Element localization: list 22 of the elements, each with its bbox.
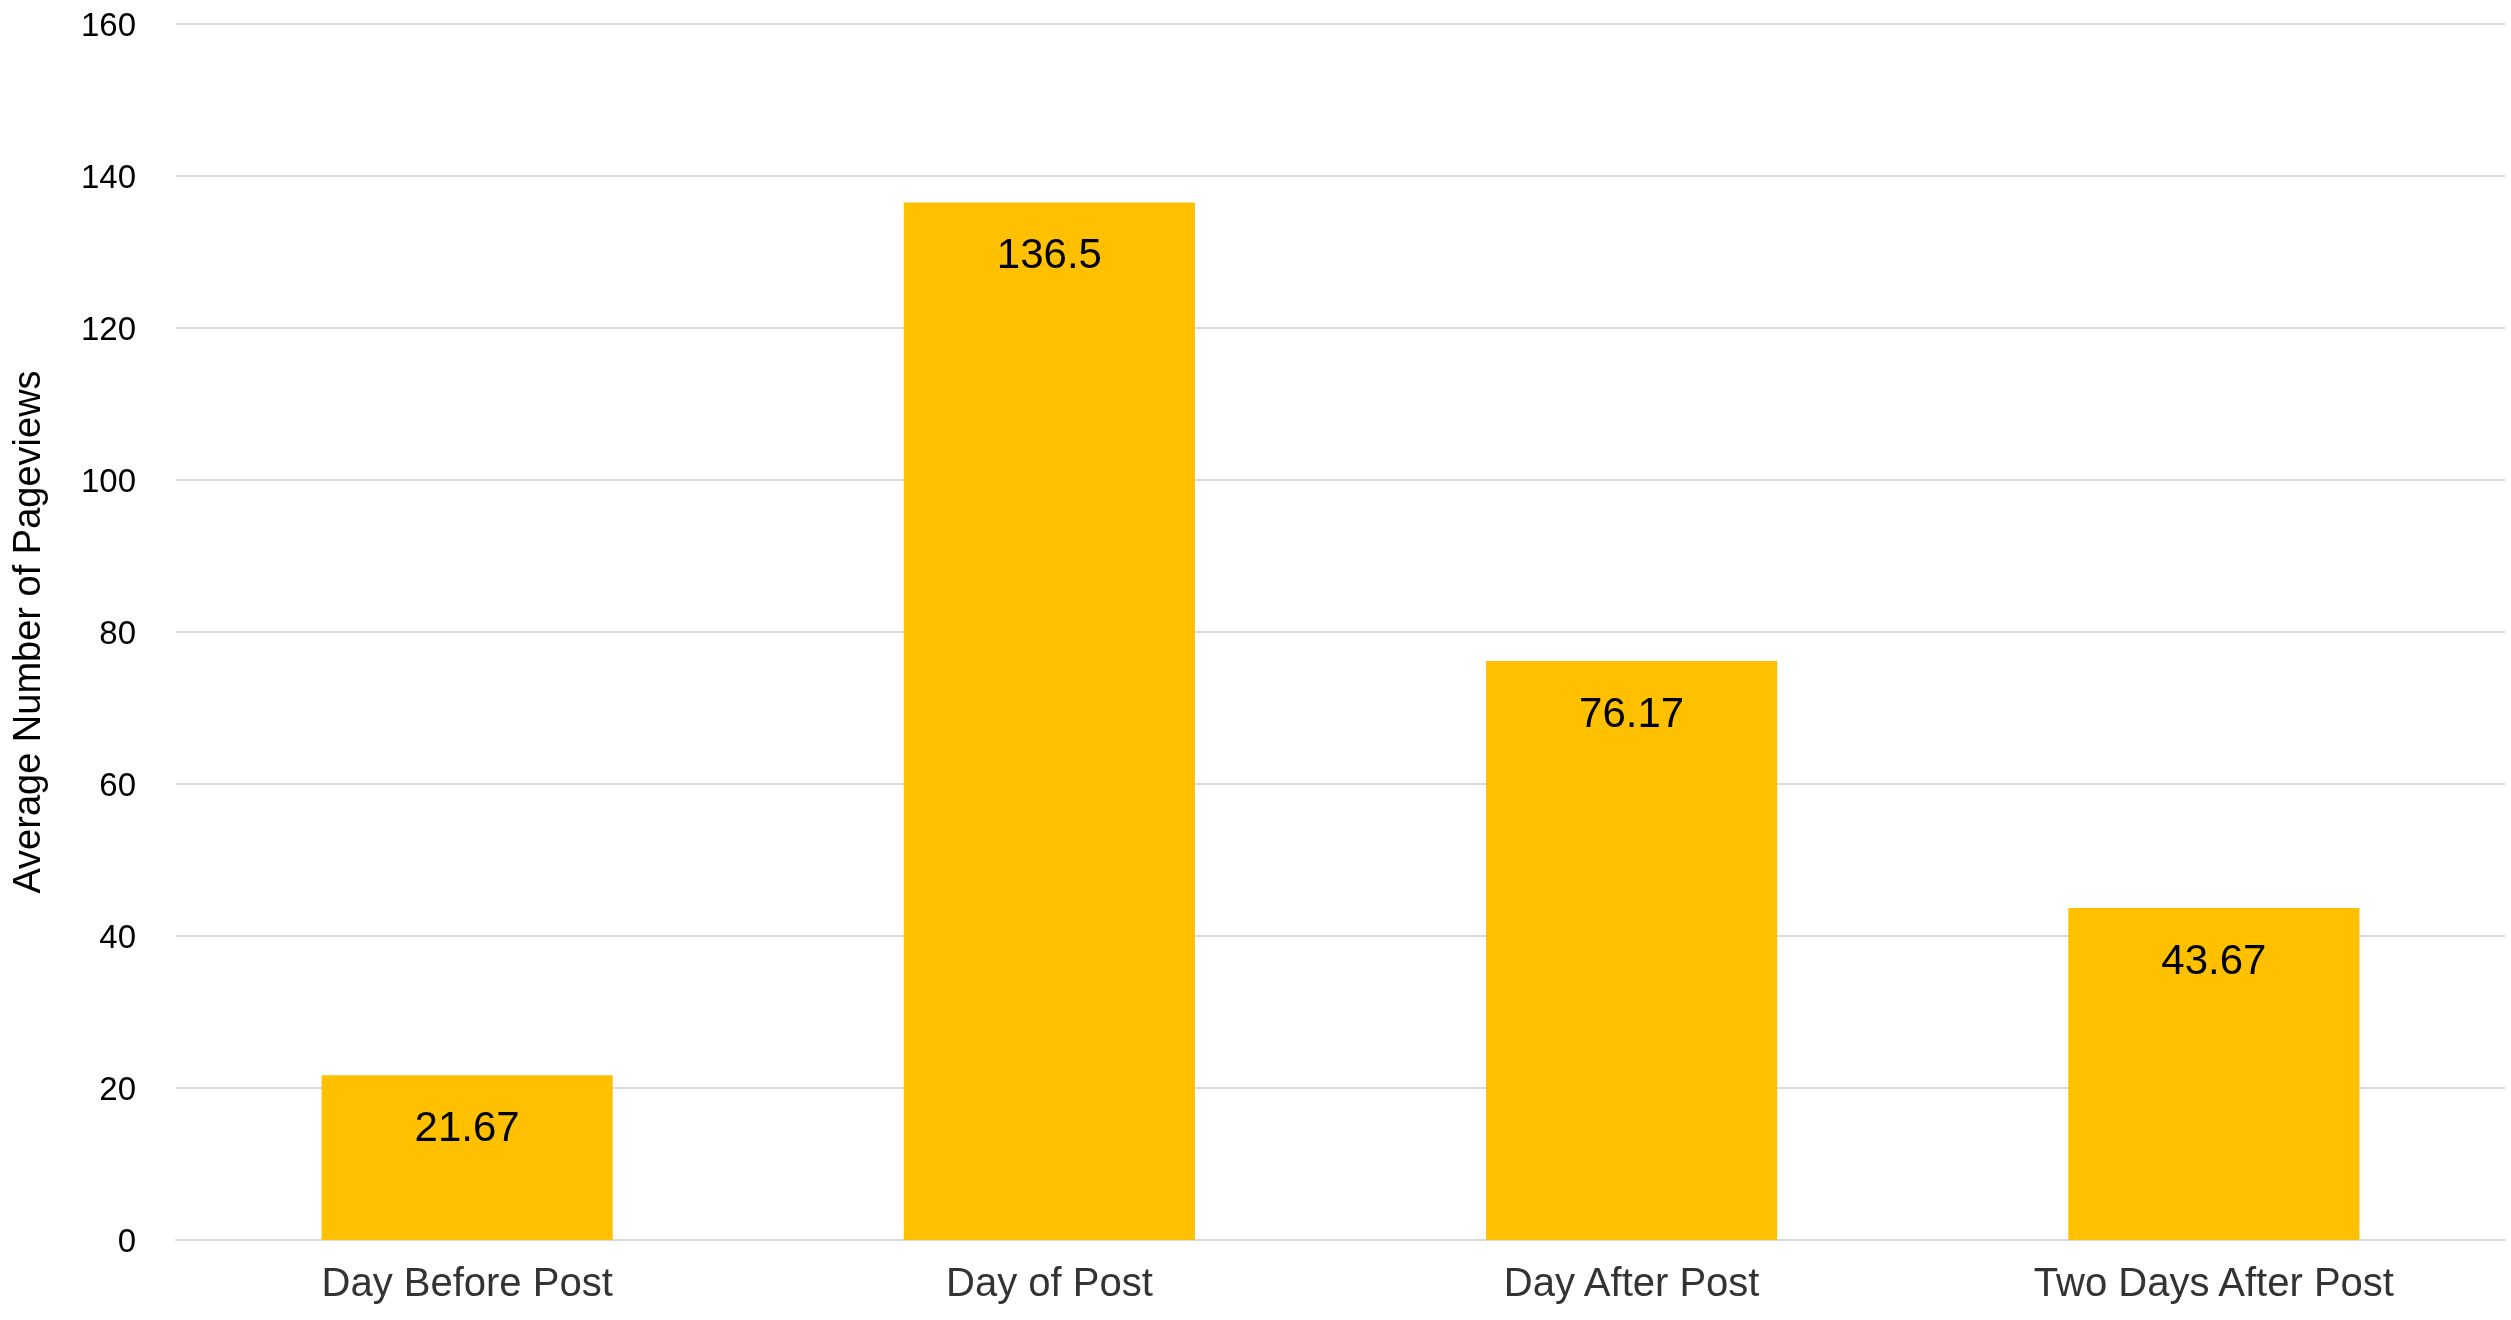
data-label: 21.67 <box>414 1102 520 1150</box>
y-tick-label: 160 <box>80 5 136 43</box>
x-tick-label: Day of Post <box>945 1260 1153 1304</box>
bar <box>1486 661 1778 1240</box>
y-tick-label: 100 <box>80 461 136 499</box>
bar <box>321 1075 613 1240</box>
y-tick-label: 140 <box>80 157 136 195</box>
y-tick-label: 60 <box>99 765 136 803</box>
bar <box>2068 908 2360 1240</box>
bar <box>903 202 1195 1240</box>
x-tick-label: Day After Post <box>1503 1260 1760 1304</box>
y-tick-label: 0 <box>117 1221 136 1259</box>
y-axis-title: Average Number of Pageviews <box>6 370 48 894</box>
x-tick-label: Day Before Post <box>321 1260 613 1304</box>
y-tick-label: 120 <box>80 309 136 347</box>
data-label: 76.17 <box>1579 688 1685 736</box>
y-tick-label: 40 <box>99 917 136 955</box>
y-tick-label: 80 <box>99 613 136 651</box>
x-tick-label: Two Days After Post <box>2033 1260 2394 1304</box>
data-label: 43.67 <box>2161 935 2267 983</box>
data-label: 136.5 <box>996 230 1102 278</box>
y-tick-label: 20 <box>99 1069 136 1107</box>
